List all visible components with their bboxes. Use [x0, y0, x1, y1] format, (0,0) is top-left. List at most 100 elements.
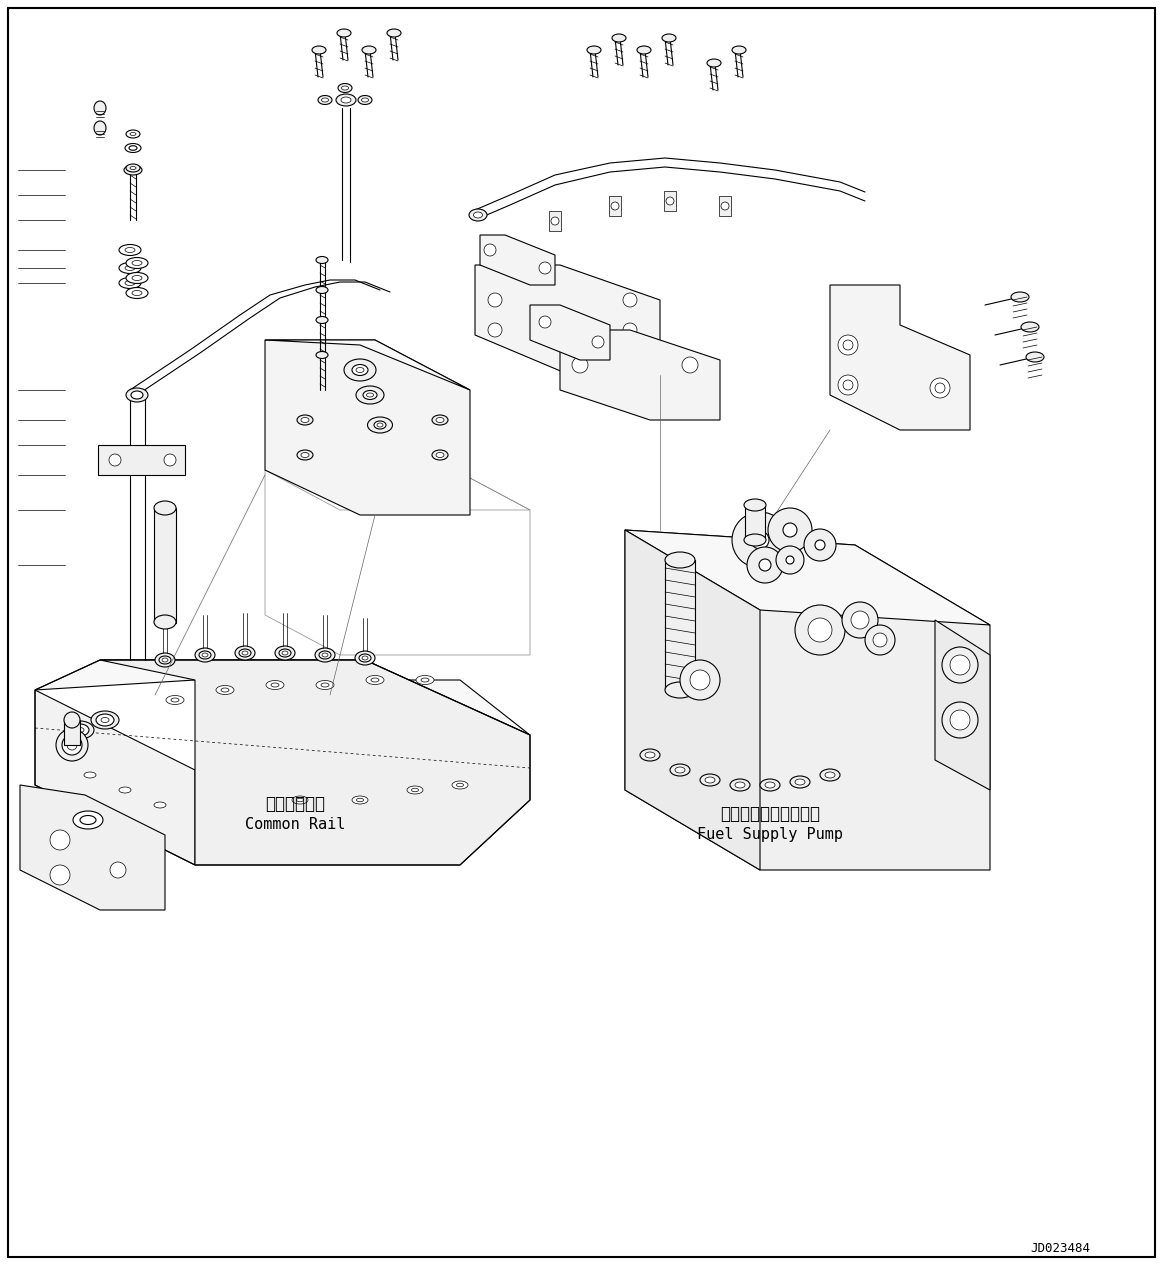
Ellipse shape	[825, 772, 835, 778]
Polygon shape	[35, 660, 530, 735]
Circle shape	[50, 830, 70, 850]
Circle shape	[839, 335, 858, 355]
Ellipse shape	[322, 653, 328, 657]
Bar	[664, 191, 676, 211]
Ellipse shape	[84, 772, 97, 778]
Ellipse shape	[473, 213, 483, 218]
Ellipse shape	[352, 364, 368, 376]
Ellipse shape	[119, 263, 141, 273]
Ellipse shape	[315, 648, 335, 662]
Ellipse shape	[316, 257, 328, 263]
Text: Fuel Supply Pump: Fuel Supply Pump	[697, 827, 843, 842]
Ellipse shape	[820, 769, 840, 781]
Polygon shape	[480, 235, 555, 285]
Text: Common Rail: Common Rail	[245, 817, 345, 832]
Ellipse shape	[357, 798, 364, 802]
Ellipse shape	[1026, 352, 1044, 362]
Ellipse shape	[91, 711, 119, 729]
Ellipse shape	[675, 767, 685, 773]
Ellipse shape	[366, 393, 373, 397]
Circle shape	[690, 670, 709, 689]
Ellipse shape	[221, 688, 229, 692]
Circle shape	[721, 202, 729, 210]
Circle shape	[930, 378, 950, 398]
Bar	[745, 505, 765, 540]
Circle shape	[682, 357, 698, 373]
Circle shape	[804, 529, 836, 560]
Ellipse shape	[119, 244, 141, 256]
Ellipse shape	[131, 261, 142, 266]
Ellipse shape	[76, 727, 84, 732]
Ellipse shape	[759, 779, 780, 791]
Ellipse shape	[431, 450, 448, 460]
Ellipse shape	[242, 651, 248, 655]
Ellipse shape	[130, 133, 136, 135]
Ellipse shape	[421, 678, 429, 682]
Ellipse shape	[80, 816, 97, 825]
Bar	[719, 196, 732, 216]
Ellipse shape	[1011, 292, 1029, 302]
Ellipse shape	[199, 651, 211, 659]
Ellipse shape	[321, 97, 328, 102]
Ellipse shape	[665, 682, 695, 698]
Circle shape	[950, 655, 970, 676]
Ellipse shape	[744, 534, 766, 546]
Ellipse shape	[457, 783, 464, 787]
Circle shape	[768, 509, 812, 552]
Bar	[154, 509, 176, 622]
Circle shape	[164, 454, 176, 466]
Ellipse shape	[266, 681, 284, 689]
Ellipse shape	[640, 749, 659, 762]
Ellipse shape	[371, 678, 379, 682]
Circle shape	[776, 546, 804, 574]
Circle shape	[623, 293, 637, 307]
Ellipse shape	[342, 86, 349, 90]
Ellipse shape	[362, 657, 368, 660]
Ellipse shape	[359, 654, 371, 662]
Ellipse shape	[124, 164, 142, 175]
Ellipse shape	[352, 796, 368, 805]
Circle shape	[551, 218, 559, 225]
Ellipse shape	[126, 130, 140, 138]
Ellipse shape	[436, 453, 444, 458]
Ellipse shape	[416, 676, 434, 684]
Circle shape	[538, 262, 551, 275]
Circle shape	[666, 197, 675, 205]
Ellipse shape	[319, 651, 331, 659]
Circle shape	[942, 646, 978, 683]
Ellipse shape	[744, 498, 766, 511]
Ellipse shape	[662, 34, 676, 42]
Bar	[549, 211, 561, 231]
Ellipse shape	[119, 787, 131, 793]
Circle shape	[839, 374, 858, 395]
Ellipse shape	[700, 774, 720, 786]
Polygon shape	[20, 786, 165, 910]
Ellipse shape	[131, 276, 142, 281]
Ellipse shape	[195, 648, 215, 662]
Ellipse shape	[355, 651, 374, 665]
Circle shape	[680, 660, 720, 700]
Ellipse shape	[154, 615, 176, 629]
Bar	[64, 720, 80, 745]
Ellipse shape	[73, 811, 104, 829]
Ellipse shape	[312, 46, 326, 54]
Ellipse shape	[795, 779, 805, 786]
Circle shape	[851, 611, 869, 629]
Circle shape	[865, 625, 896, 655]
Ellipse shape	[101, 717, 109, 722]
Polygon shape	[530, 305, 611, 361]
Ellipse shape	[131, 291, 142, 296]
Ellipse shape	[670, 764, 690, 775]
Circle shape	[623, 323, 637, 336]
Ellipse shape	[162, 658, 167, 662]
Ellipse shape	[645, 751, 655, 758]
Ellipse shape	[126, 287, 148, 299]
Ellipse shape	[126, 258, 148, 268]
Text: フェルサプライボンプ: フェルサプライボンプ	[720, 805, 820, 824]
Ellipse shape	[336, 94, 356, 106]
Ellipse shape	[377, 423, 383, 428]
Ellipse shape	[337, 29, 351, 37]
Circle shape	[950, 710, 970, 730]
Ellipse shape	[131, 391, 143, 398]
Polygon shape	[98, 445, 185, 474]
